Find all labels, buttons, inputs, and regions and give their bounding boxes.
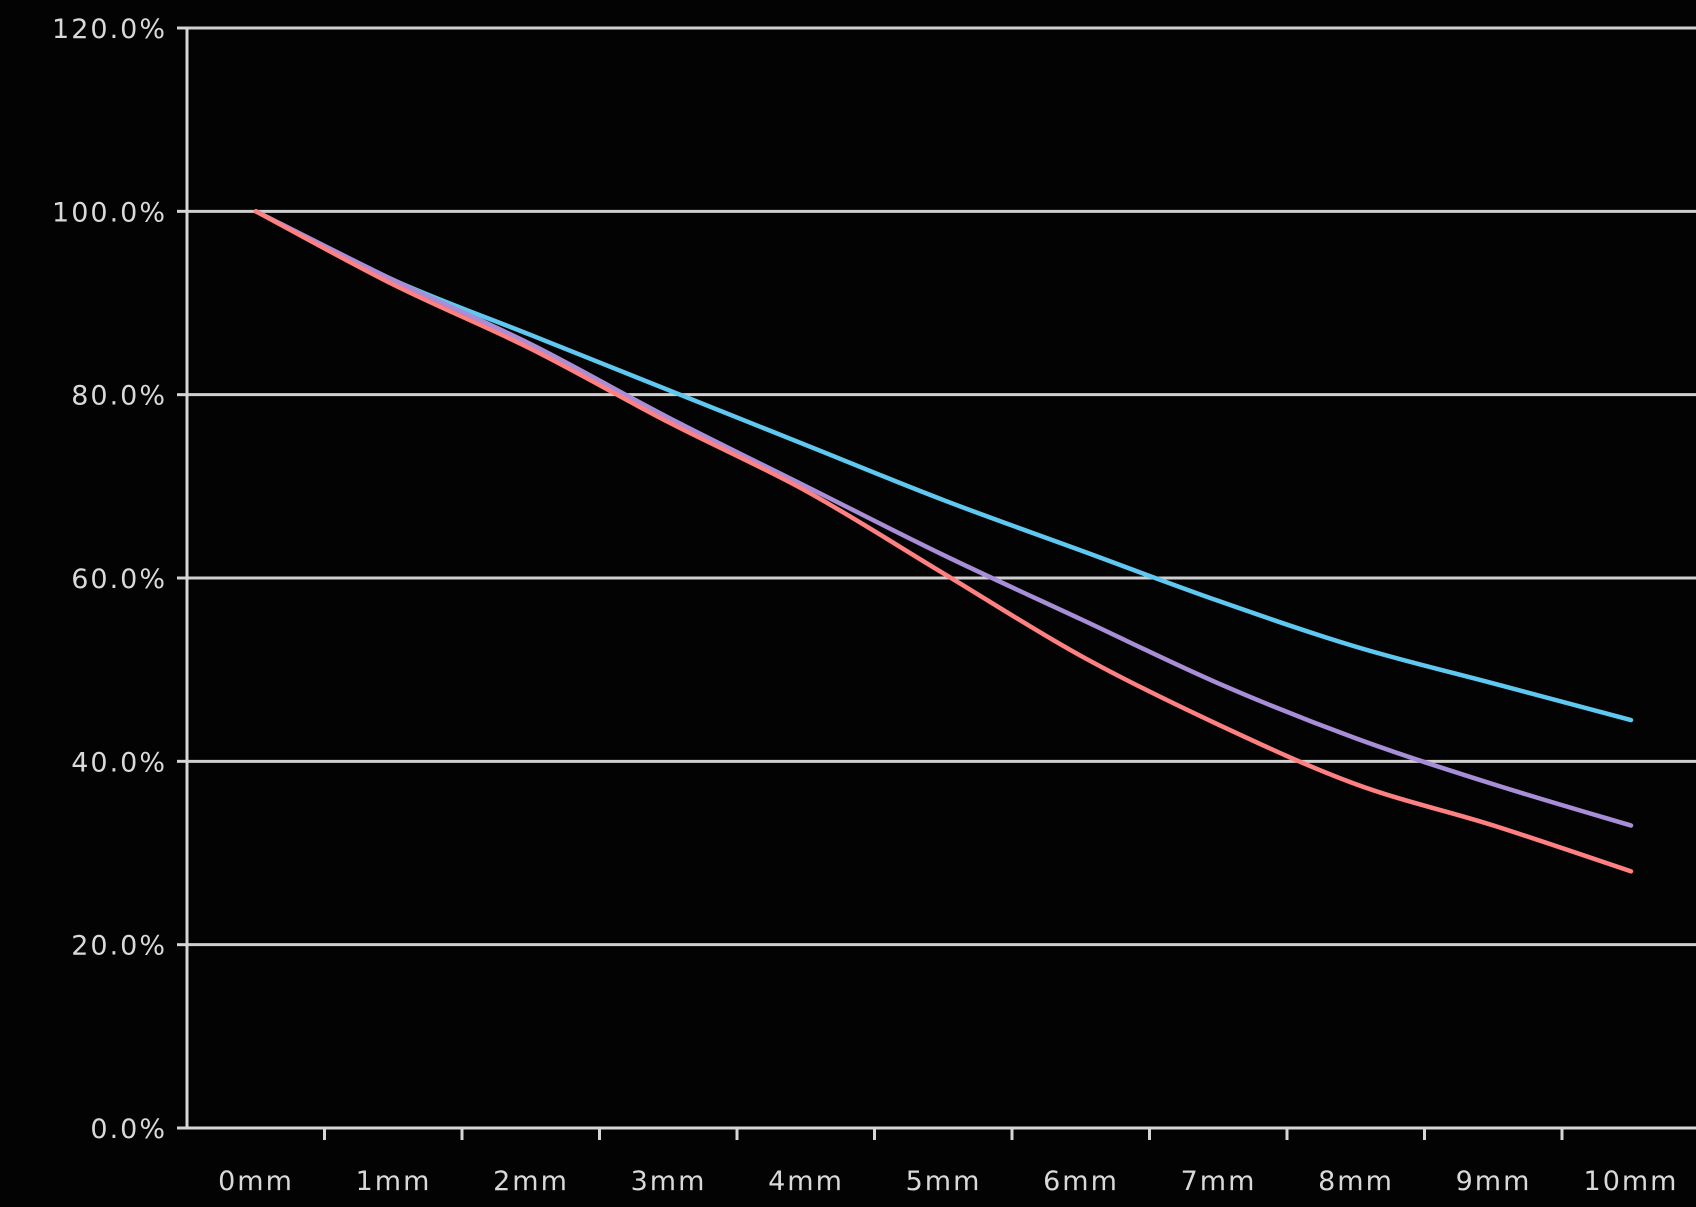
axes (177, 26, 1696, 1140)
y-tick-label: 0.0% (90, 1114, 167, 1145)
series-line-2 (253, 209, 1634, 828)
y-tick-label: 120.0% (52, 14, 167, 45)
x-tick-label: 7mm (1181, 1166, 1257, 1197)
grid-lines (187, 26, 1696, 947)
x-tick-label: 10mm (1584, 1166, 1679, 1197)
x-tick-label: 5mm (906, 1166, 982, 1197)
x-tick-label: 9mm (1456, 1166, 1532, 1197)
y-tick-label: 100.0% (52, 197, 167, 228)
y-tick-label: 40.0% (71, 747, 167, 778)
y-tick-label: 60.0% (71, 564, 167, 595)
x-tick-label: 2mm (493, 1166, 569, 1197)
x-tick-label: 3mm (631, 1166, 707, 1197)
y-tick-label: 80.0% (71, 381, 167, 412)
y-tick-label: 20.0% (71, 931, 167, 962)
x-tick-label: 1mm (356, 1166, 432, 1197)
tick-labels: 0.0% 20.0% 40.0% 60.0% 80.0% 100.0% 120.0% 0mm 1… (52, 14, 1679, 1197)
x-tick-label: 6mm (1043, 1166, 1119, 1197)
x-tick-label: 0mm (218, 1166, 294, 1197)
x-tick-label: 8mm (1318, 1166, 1394, 1197)
series-line-3 (253, 209, 1634, 874)
series-lines (253, 209, 1634, 874)
x-tick-label: 4mm (768, 1166, 844, 1197)
series-line-1 (253, 209, 1634, 723)
